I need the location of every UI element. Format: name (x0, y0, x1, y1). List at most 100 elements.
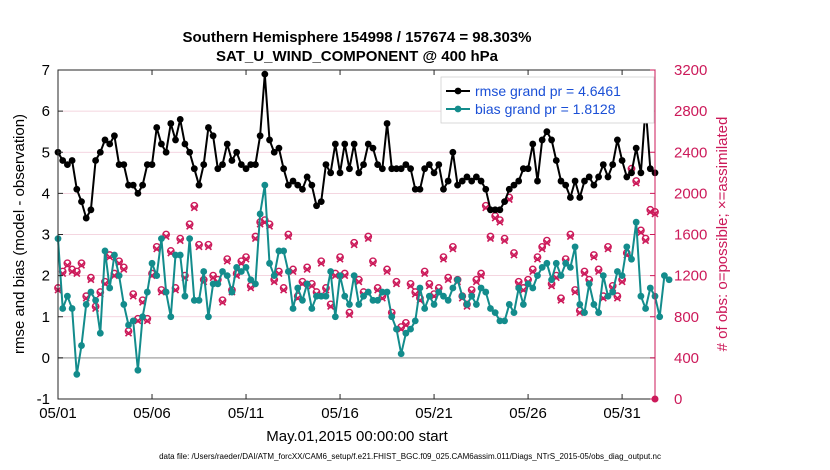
rmse-point (78, 198, 85, 206)
obs-possible-point (406, 279, 415, 288)
obs-assimilated-point (538, 245, 546, 253)
bias-point (411, 317, 419, 325)
obs-assimilated-point (153, 245, 161, 253)
bias-point (581, 309, 588, 317)
bias-point (143, 288, 151, 296)
rmse-point (294, 181, 302, 189)
obs-possible-point (580, 267, 589, 276)
obs-assimilated-point (223, 257, 231, 265)
obs-possible-point (303, 263, 312, 272)
obs-assimilated-stroke (496, 218, 504, 226)
rmse-point (350, 140, 358, 148)
rmse-point (435, 161, 443, 168)
obs-assimilated-point (444, 276, 452, 284)
obs-possible-point (369, 257, 377, 266)
rmse-point (172, 136, 179, 144)
obs-possible-point (129, 290, 138, 299)
bias-point (487, 305, 494, 312)
bias-point (364, 288, 372, 296)
bias-point (181, 292, 189, 300)
bias-point (510, 309, 518, 317)
obs-assimilated-stroke (472, 278, 480, 286)
obs-assimilated-point (68, 267, 76, 276)
obs-assimilated-stroke (345, 311, 354, 319)
obs-assimilated-point (590, 253, 598, 261)
obs-assimilated-stroke (566, 232, 574, 241)
legend-box (440, 76, 655, 124)
rmse-point (252, 161, 259, 168)
obs-assimilated-stroke (374, 286, 382, 294)
rmse-point (477, 177, 485, 185)
rmse-point (336, 169, 344, 177)
rmse-point (646, 165, 654, 173)
y2-tick-label: 1600 (674, 227, 707, 244)
chart-title-line2: SAT_U_WIND_COMPONENT @ 400 hPa (216, 48, 499, 65)
y2-tick-label: 2000 (674, 185, 707, 202)
obs-assimilated-stroke (637, 228, 645, 237)
rmse-point (87, 206, 95, 214)
bias-point (73, 370, 81, 378)
rmse-point (186, 148, 194, 156)
obs-assimilated-point (406, 282, 415, 290)
obs-assimilated-stroke (87, 276, 95, 284)
y-tick-label: 7 (42, 62, 50, 79)
obs-assimilated-stroke (124, 329, 133, 337)
obs-assimilated-stroke (350, 241, 358, 249)
rmse-point (134, 189, 142, 197)
rmse-point (280, 165, 288, 173)
rmse-point (68, 157, 76, 164)
obs-assimilated-stroke (68, 267, 76, 276)
obs-assimilated-point (566, 232, 574, 241)
bias-point (350, 272, 358, 280)
bias-point (261, 181, 269, 189)
rmse-point (632, 144, 640, 152)
bias-point (308, 305, 316, 312)
rmse-point (266, 136, 273, 144)
rmse-point (430, 169, 438, 177)
bias-point (355, 301, 363, 308)
rmse-point (106, 140, 114, 148)
rmse-point (129, 181, 137, 189)
bias-point (407, 325, 414, 333)
obs-assimilated-point (439, 255, 448, 263)
obs-assimilated-point (143, 317, 151, 325)
x-tick-label: 05/11 (228, 405, 264, 422)
bias-point (68, 305, 76, 312)
obs-assimilated-stroke (557, 296, 565, 304)
rmse-point (303, 173, 311, 181)
rmse-point (519, 165, 527, 173)
rmse-point (454, 181, 461, 189)
x-axis-label: May.01,2015 00:00:00 start (266, 428, 448, 445)
obs-assimilated-stroke (477, 272, 485, 280)
bias-point (111, 251, 118, 259)
rmse-point (496, 206, 504, 214)
bias-point (252, 280, 259, 288)
bias-point (566, 264, 574, 271)
obs-assimilated-stroke (308, 282, 316, 290)
rmse-point (59, 157, 67, 164)
series-layer (54, 70, 673, 378)
obs-assimilated-stroke (82, 294, 90, 302)
y2-tick-label: 1200 (674, 268, 707, 285)
obs-assimilated-point (317, 259, 325, 267)
obs-assimilated-point (190, 204, 198, 212)
bias-point (524, 280, 532, 288)
obs-assimilated-point (533, 255, 542, 263)
obs-assimilated-point (501, 237, 509, 245)
obs-possible-point (242, 253, 250, 262)
obs-assimilated-stroke (77, 261, 86, 269)
bias-point (388, 313, 396, 321)
bias-point (223, 272, 231, 280)
obs-assimilated-point (369, 259, 377, 267)
y-tick-label: 5 (42, 144, 50, 161)
obs-possible-point (477, 269, 485, 278)
rmse-point (247, 161, 255, 168)
bias-point (440, 292, 447, 300)
bias-point (529, 284, 537, 292)
bias-point (548, 276, 555, 284)
bias-point (219, 268, 226, 275)
rmse-point (524, 165, 532, 173)
obs-assimilated-point (637, 228, 645, 237)
rmse-point (534, 177, 541, 185)
obs-possible-point (223, 255, 232, 264)
